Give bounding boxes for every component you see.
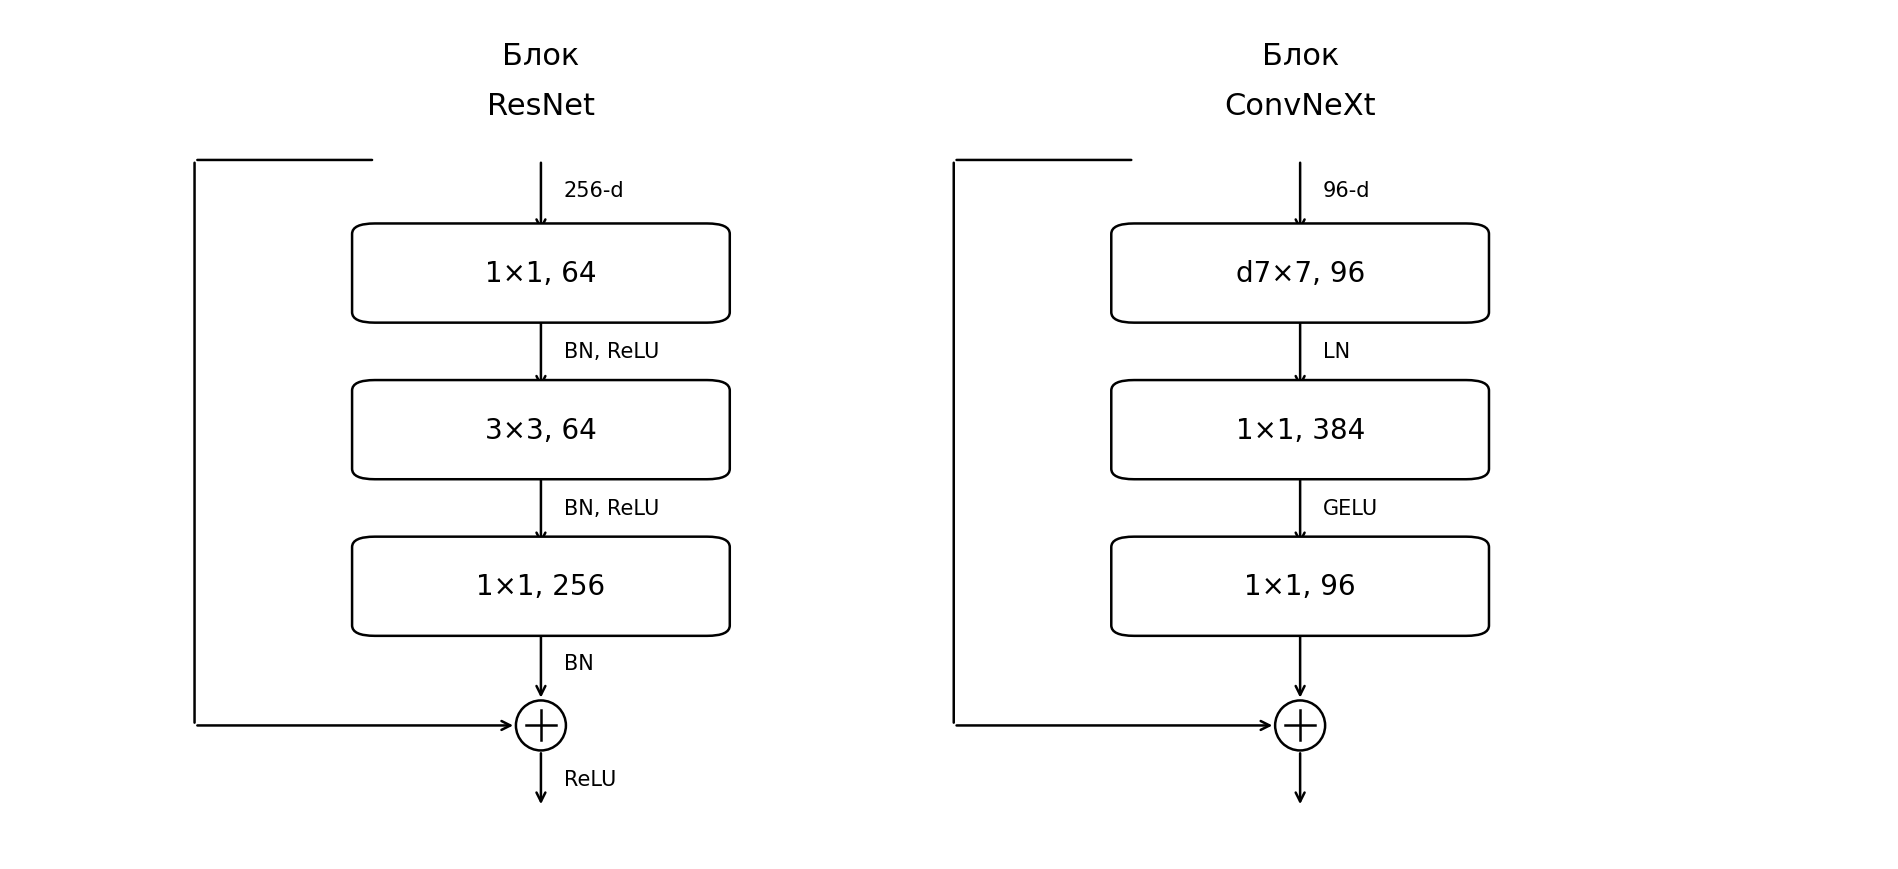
Text: Блок: Блок: [1262, 42, 1338, 71]
Text: GELU: GELU: [1323, 499, 1378, 518]
Text: ReLU: ReLU: [564, 769, 617, 789]
Text: BN, ReLU: BN, ReLU: [564, 499, 659, 518]
Text: 3×3, 64: 3×3, 64: [486, 416, 596, 444]
Text: 1×1, 256: 1×1, 256: [476, 573, 605, 600]
Text: LN: LN: [1323, 342, 1349, 362]
Text: Блок: Блок: [503, 42, 579, 71]
FancyBboxPatch shape: [351, 224, 729, 323]
Text: d7×7, 96: d7×7, 96: [1236, 260, 1365, 288]
FancyBboxPatch shape: [351, 381, 729, 480]
FancyBboxPatch shape: [1110, 381, 1488, 480]
FancyBboxPatch shape: [1110, 224, 1488, 323]
FancyBboxPatch shape: [1110, 537, 1488, 636]
Ellipse shape: [516, 700, 566, 751]
Text: 1×1, 64: 1×1, 64: [486, 260, 596, 288]
Text: 1×1, 384: 1×1, 384: [1236, 416, 1365, 444]
Ellipse shape: [1275, 700, 1325, 751]
Text: ConvNeXt: ConvNeXt: [1224, 91, 1376, 121]
Text: 256-d: 256-d: [564, 181, 624, 201]
Text: 96-d: 96-d: [1323, 181, 1370, 201]
Text: BN: BN: [564, 653, 594, 673]
Text: BN, ReLU: BN, ReLU: [564, 342, 659, 362]
Text: ResNet: ResNet: [488, 91, 594, 121]
Text: 1×1, 96: 1×1, 96: [1245, 573, 1355, 600]
FancyBboxPatch shape: [351, 537, 729, 636]
